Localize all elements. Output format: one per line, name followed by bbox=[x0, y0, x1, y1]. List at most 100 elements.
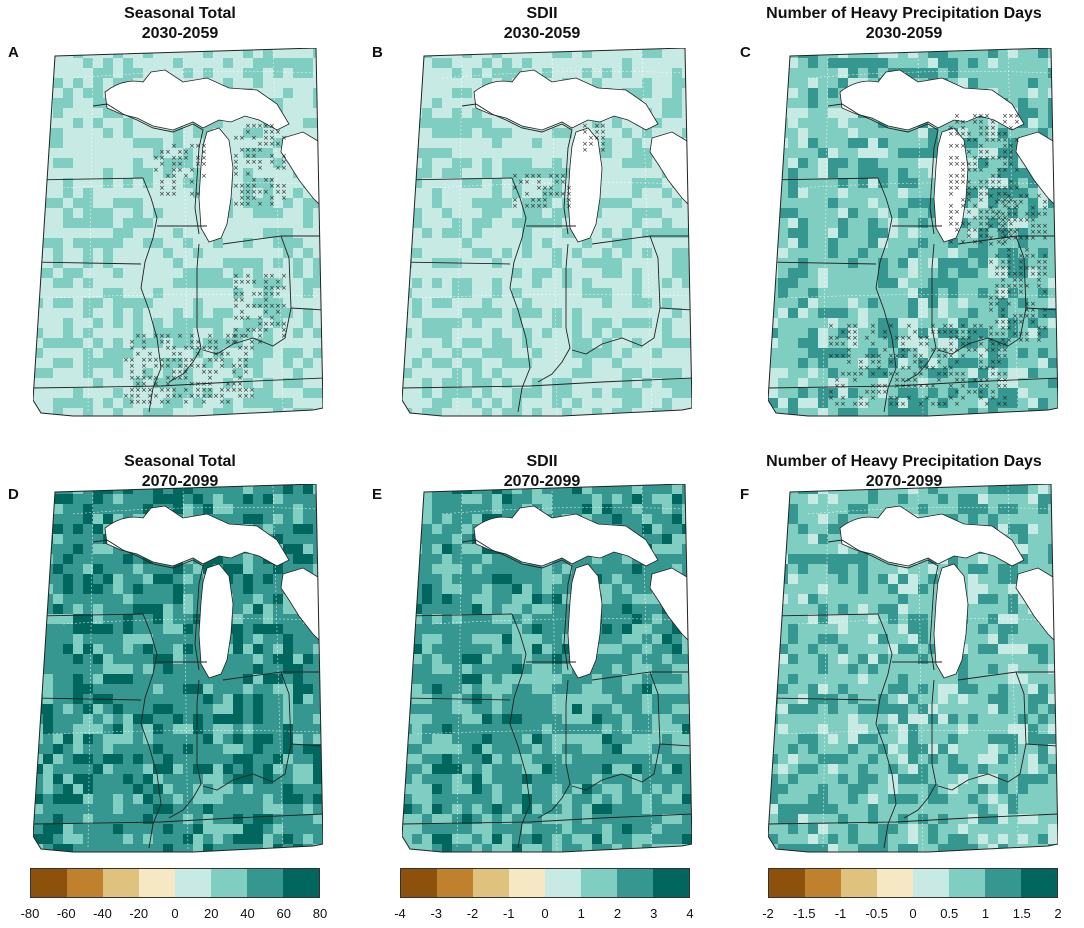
grid-cell bbox=[113, 258, 123, 268]
grid-cell bbox=[63, 624, 73, 634]
significance-mark: × bbox=[990, 136, 996, 144]
grid-cell bbox=[908, 278, 918, 288]
grid-cell bbox=[472, 318, 482, 328]
significance-mark: × bbox=[165, 362, 171, 370]
grid-cell bbox=[562, 168, 572, 178]
significance-mark: × bbox=[888, 400, 894, 408]
significance-mark: × bbox=[1030, 318, 1036, 326]
significance-mark: × bbox=[978, 394, 984, 402]
grid-cell bbox=[163, 188, 173, 198]
grid-cell bbox=[253, 358, 263, 368]
grid-cell bbox=[442, 118, 452, 128]
grid-cell bbox=[313, 208, 323, 218]
grid-cell bbox=[412, 348, 422, 358]
grid-cell bbox=[948, 408, 958, 416]
grid-cell bbox=[233, 634, 243, 644]
grid-cell bbox=[1038, 68, 1048, 78]
grid-cell bbox=[1018, 258, 1028, 268]
grid-cell bbox=[442, 108, 452, 118]
grid-cell bbox=[53, 624, 63, 634]
grid-cell bbox=[233, 504, 243, 514]
grid-cell bbox=[83, 288, 93, 298]
grid-cell bbox=[283, 524, 293, 534]
grid-cell bbox=[908, 308, 918, 318]
grid-cell bbox=[283, 654, 293, 664]
grid-cell bbox=[928, 398, 938, 408]
grid-cell bbox=[662, 388, 672, 398]
grid-cell bbox=[768, 238, 778, 248]
grid-cell bbox=[173, 48, 183, 58]
grid-cell bbox=[113, 674, 123, 684]
significance-mark: × bbox=[536, 184, 542, 192]
significance-mark: × bbox=[257, 164, 263, 172]
grid-cell bbox=[43, 724, 53, 734]
significance-mark: × bbox=[201, 392, 207, 400]
grid-cell bbox=[888, 318, 898, 328]
significance-mark: × bbox=[942, 322, 948, 330]
grid-cell bbox=[223, 734, 233, 744]
grid-cell bbox=[253, 158, 263, 168]
grid-cell bbox=[243, 338, 253, 348]
grid-cell bbox=[133, 674, 143, 684]
grid-cell bbox=[293, 298, 303, 308]
grid-cell bbox=[422, 398, 432, 408]
grid-cell bbox=[622, 198, 632, 208]
grid-cell bbox=[848, 248, 858, 258]
grid-cell bbox=[1038, 308, 1048, 318]
grid-cell bbox=[838, 278, 848, 288]
significance-mark: × bbox=[263, 296, 269, 304]
significance-mark: × bbox=[954, 154, 960, 162]
grid-cell bbox=[808, 398, 818, 408]
grid-cell bbox=[253, 138, 263, 148]
grid-cell bbox=[662, 268, 672, 278]
state-boundary bbox=[903, 243, 937, 383]
grid-cell bbox=[402, 248, 412, 258]
grid-cell bbox=[562, 228, 572, 238]
significance-mark: × bbox=[960, 160, 966, 168]
grid-cell bbox=[143, 58, 153, 68]
grid-cell bbox=[93, 298, 103, 308]
grid-cell bbox=[63, 318, 73, 328]
grid-cell bbox=[103, 594, 113, 604]
grid-cell bbox=[522, 288, 532, 298]
grid-cell bbox=[672, 198, 682, 208]
grid-cell bbox=[93, 754, 103, 764]
grid-cell bbox=[63, 348, 73, 358]
grid-cell bbox=[253, 574, 263, 584]
grid-cell bbox=[283, 288, 293, 298]
grid-cell bbox=[73, 148, 83, 158]
grid-cell bbox=[103, 654, 113, 664]
grid-cell bbox=[63, 574, 73, 584]
grid-cell bbox=[642, 318, 652, 328]
significance-mark: × bbox=[894, 394, 900, 402]
grid-cell bbox=[878, 318, 888, 328]
grid-cell bbox=[173, 644, 183, 654]
grid-cell bbox=[193, 714, 203, 724]
grid-cell bbox=[223, 664, 233, 674]
grid-cell bbox=[768, 188, 778, 198]
grid-cell bbox=[652, 228, 662, 238]
grid-cell bbox=[273, 684, 283, 694]
grid-cell bbox=[662, 318, 672, 328]
grid-cell bbox=[432, 158, 442, 168]
significance-mark: × bbox=[954, 130, 960, 138]
significance-mark: × bbox=[1042, 270, 1048, 278]
grid-cell bbox=[123, 228, 133, 238]
grid-cell bbox=[988, 188, 998, 198]
grid-cell bbox=[442, 128, 452, 138]
grid-cell bbox=[938, 298, 948, 308]
grid-cell bbox=[83, 298, 93, 308]
grid-cell bbox=[948, 298, 958, 308]
grid-cell bbox=[113, 248, 123, 258]
grid-cell bbox=[938, 368, 948, 378]
significance-mark: × bbox=[231, 332, 237, 340]
grid-cell bbox=[103, 288, 113, 298]
grid-cell bbox=[1038, 378, 1048, 388]
grid-cell bbox=[143, 328, 153, 338]
grid-cell bbox=[43, 188, 53, 198]
grid-cell bbox=[482, 248, 492, 258]
graticule-line bbox=[456, 52, 463, 414]
significance-mark: × bbox=[263, 278, 269, 286]
grid-cell bbox=[798, 58, 808, 68]
grid-cell bbox=[263, 744, 273, 754]
